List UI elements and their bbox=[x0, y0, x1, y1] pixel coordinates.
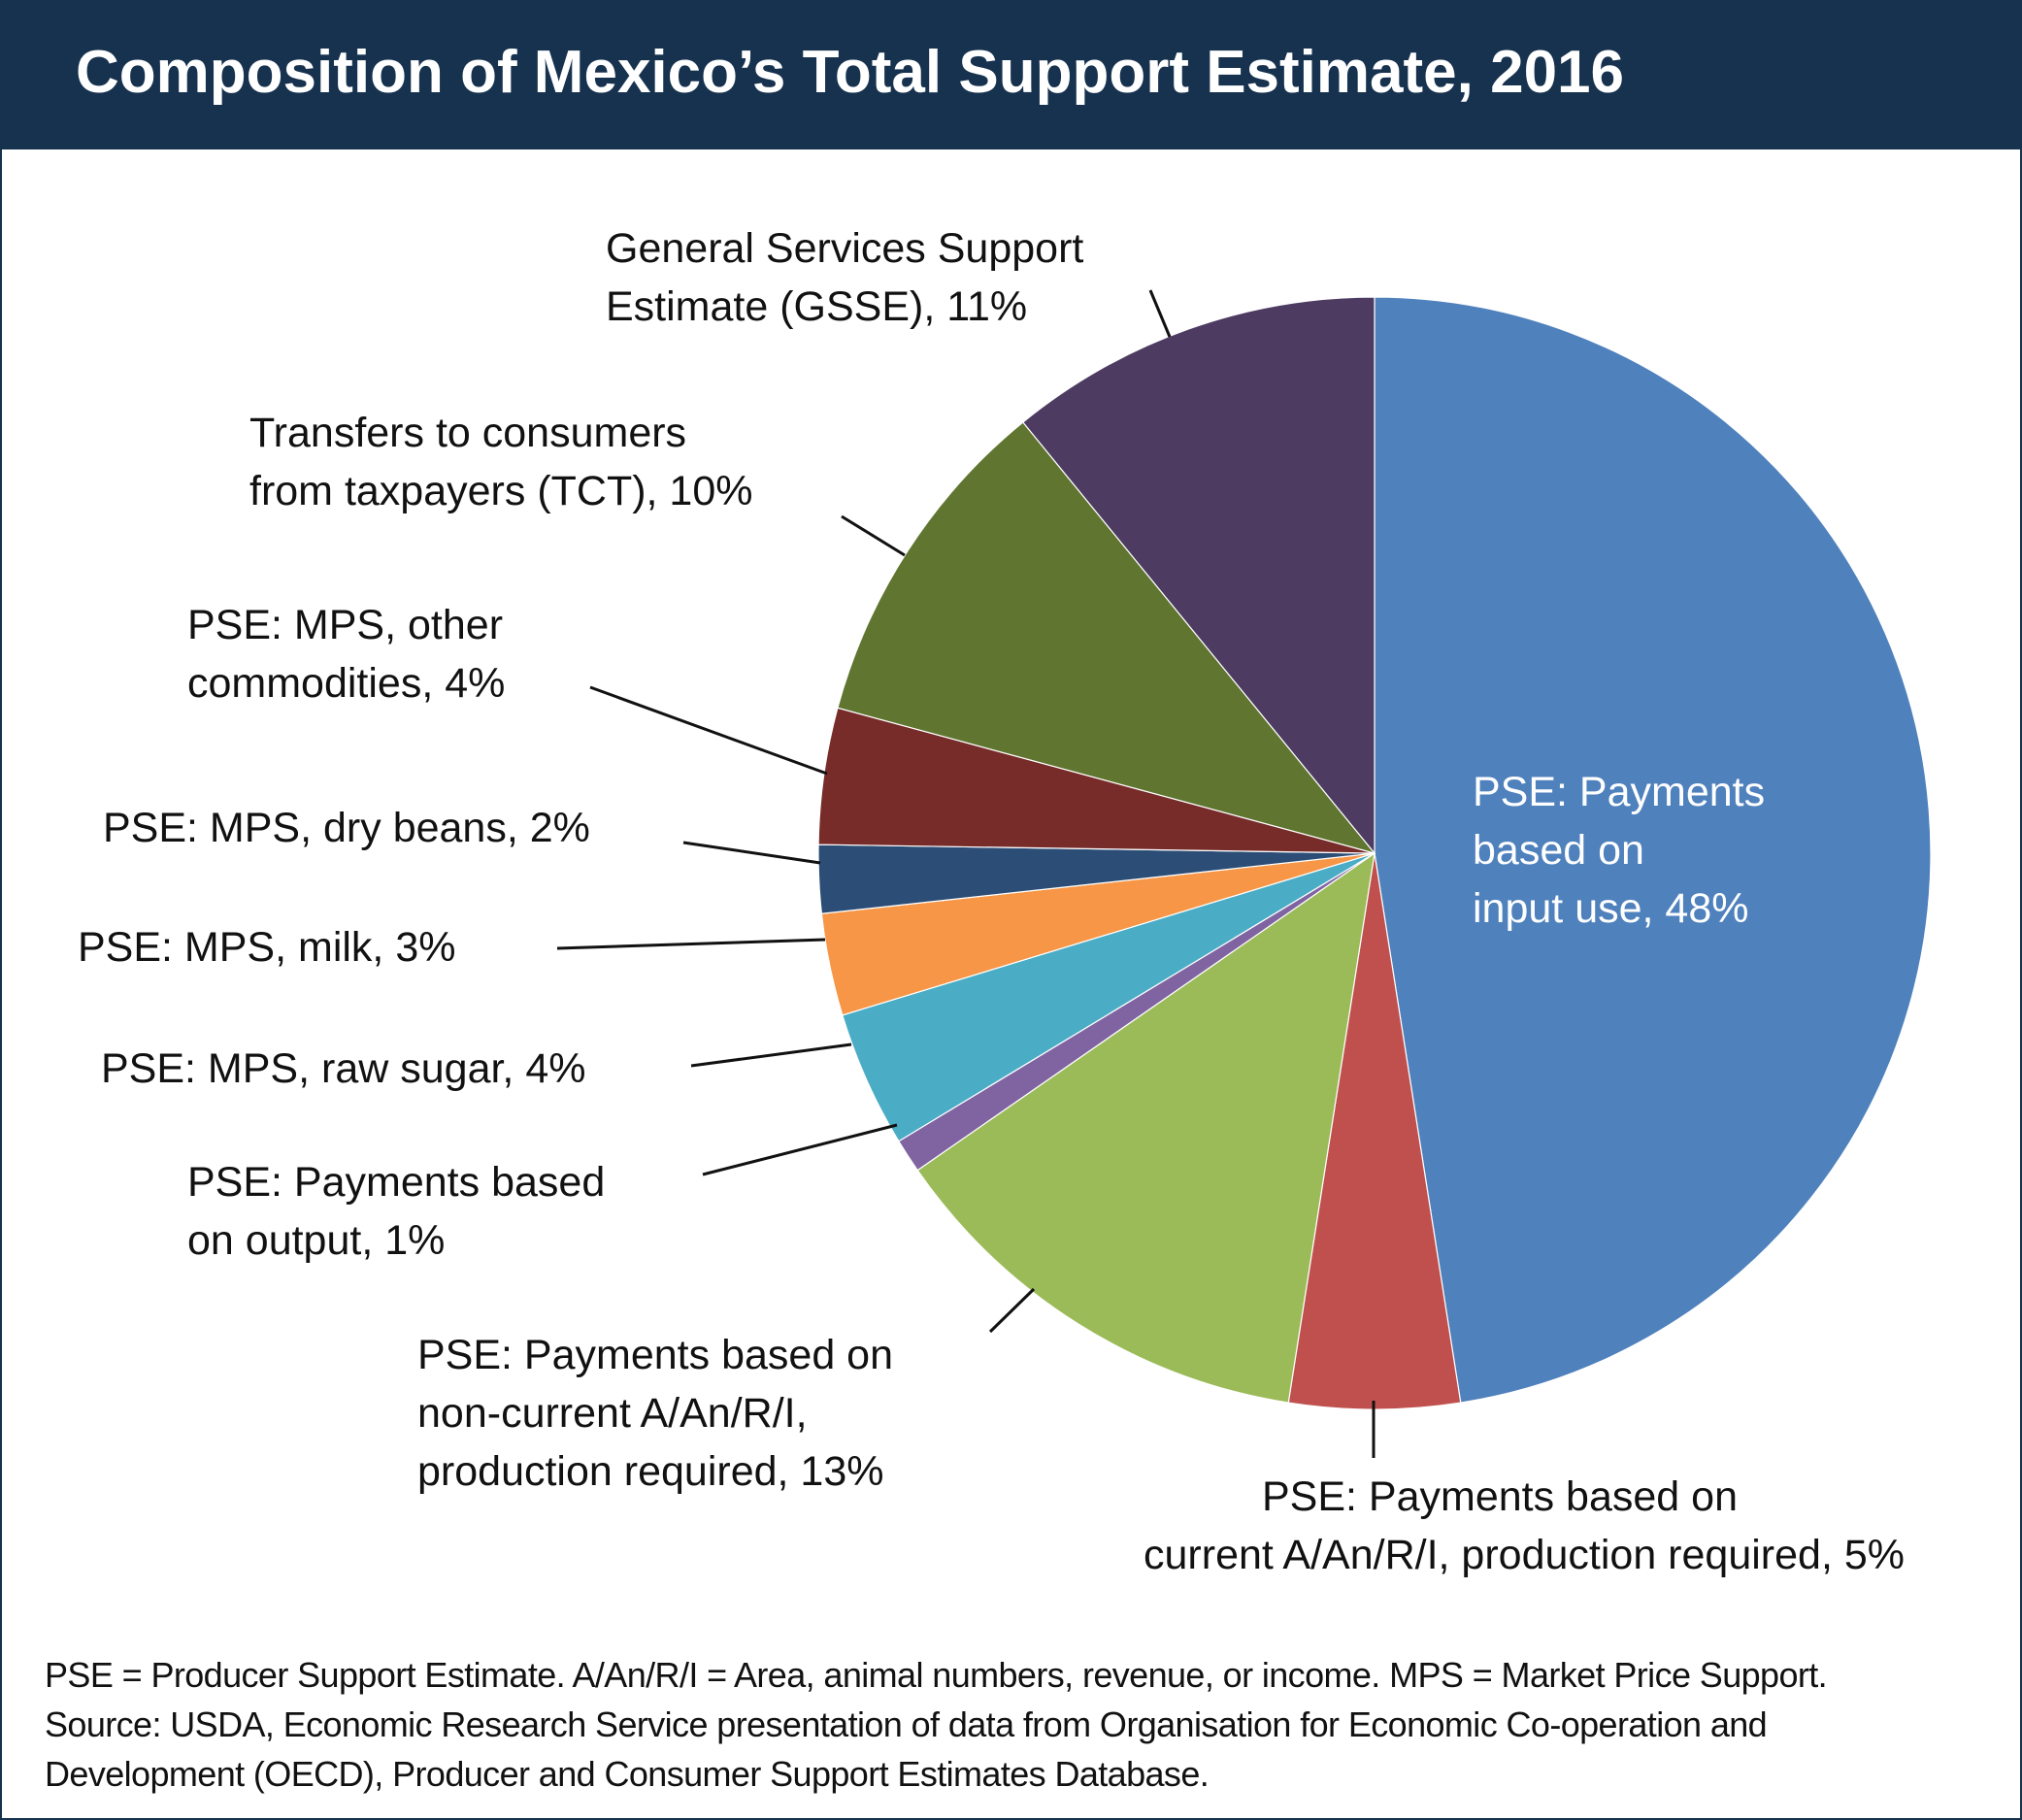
footnote-line-source-2: Development (OECD), Producer and Consume… bbox=[45, 1754, 1210, 1794]
slice-label-3-line-3: production required, 13% bbox=[417, 1448, 883, 1495]
slice-label-3-line-2: non-current A/An/R/I, bbox=[417, 1390, 808, 1437]
pie-slice-3 bbox=[916, 851, 1376, 1404]
slice-label-5-line-1: PSE: MPS, raw sugar, 4% bbox=[101, 1045, 585, 1092]
slice-label-2-line-1: PSE: Payments based on bbox=[1262, 1473, 1738, 1520]
slice-label-6-line-1: PSE: MPS, milk, 3% bbox=[78, 924, 455, 971]
leader-line-9 bbox=[841, 514, 906, 557]
slice-label-8-line-2: commodities, 4% bbox=[187, 660, 505, 707]
slice-label-3-line-1: PSE: Payments based on bbox=[417, 1332, 893, 1378]
slice-label-10-line-2: Estimate (GSSE), 11% bbox=[606, 283, 1027, 330]
slice-label-7: PSE: MPS, dry beans, 2% bbox=[103, 805, 590, 851]
pie-slice-10 bbox=[1021, 296, 1376, 855]
chart-title: Composition of Mexico’s Total Support Es… bbox=[76, 39, 1625, 106]
slice-label-8: PSE: MPS, other commodities, 4% bbox=[187, 602, 505, 707]
footnote: PSE = Producer Support Estimate. A/An/R/… bbox=[45, 1650, 1986, 1799]
leader-line-7 bbox=[682, 841, 821, 865]
slice-label-4-line-1: PSE: Payments based bbox=[187, 1159, 605, 1206]
slice-label-4: PSE: Payments based on output, 1% bbox=[187, 1159, 605, 1264]
slice-label-9-line-2: from taxpayers (TCT), 10% bbox=[249, 468, 753, 514]
slice-label-6: PSE: MPS, milk, 3% bbox=[78, 924, 455, 971]
slice-label-1: PSE: Payments based on input use, 48% bbox=[1473, 769, 1765, 932]
slice-label-1-line-2: based on bbox=[1473, 827, 1644, 874]
slice-label-2: PSE: Payments based on current A/An/R/I, … bbox=[1144, 1473, 1905, 1578]
footnote-line-source-1: Source: USDA, Economic Research Service … bbox=[45, 1704, 1768, 1744]
title-bar: Composition of Mexico’s Total Support Es… bbox=[2, 2, 2020, 149]
leader-line-5 bbox=[690, 1042, 852, 1068]
footnote-line-definitions: PSE = Producer Support Estimate. A/An/R/… bbox=[45, 1655, 1828, 1695]
slice-label-1-line-1: PSE: Payments bbox=[1473, 769, 1765, 815]
leader-line-4 bbox=[702, 1123, 898, 1176]
slice-label-10-line-1: General Services Support bbox=[606, 225, 1083, 272]
slice-label-10: General Services Support Estimate (GSSE),… bbox=[606, 225, 1083, 330]
leader-line-3 bbox=[988, 1287, 1036, 1334]
slice-label-8-line-1: PSE: MPS, other bbox=[187, 602, 503, 648]
pie-slice-1 bbox=[1374, 296, 1932, 1404]
slice-label-4-line-2: on output, 1% bbox=[187, 1217, 445, 1264]
slice-label-5: PSE: MPS, raw sugar, 4% bbox=[101, 1045, 585, 1092]
pie-slice-9 bbox=[837, 421, 1376, 855]
slice-label-3: PSE: Payments based on non-current A/An/R… bbox=[417, 1332, 893, 1495]
slice-label-7-line-1: PSE: MPS, dry beans, 2% bbox=[103, 805, 590, 851]
leader-line-10 bbox=[1148, 289, 1172, 338]
leader-line-8 bbox=[589, 685, 828, 776]
leader-line-6 bbox=[556, 938, 826, 950]
slice-label-9: Transfers to consumers from taxpayers (TC… bbox=[249, 410, 753, 514]
pie-chart: PSE: Payments based on input use, 48%PSE: … bbox=[78, 225, 1932, 1578]
slice-label-2-line-2: current A/An/R/I, production required, 5… bbox=[1144, 1532, 1905, 1578]
slice-label-1-line-3: input use, 48% bbox=[1473, 885, 1748, 932]
slice-label-9-line-1: Transfers to consumers bbox=[249, 410, 686, 456]
